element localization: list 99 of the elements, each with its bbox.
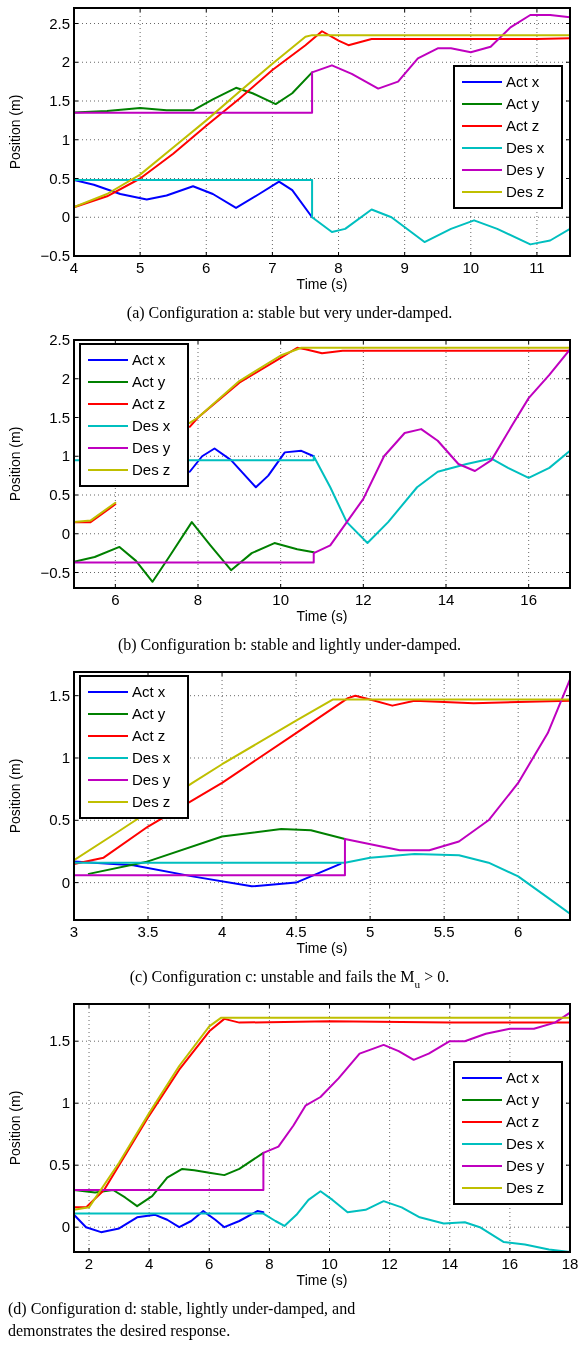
y-tick-label: 0.5 bbox=[49, 1156, 70, 1174]
line-series bbox=[74, 348, 570, 564]
x-tick-label: 5 bbox=[365, 923, 375, 940]
legend-label: Act y bbox=[132, 705, 166, 722]
text: (b) Configuration b: stable and lightly under-damped. bbox=[117, 636, 462, 654]
legend-label: Act y bbox=[506, 1091, 540, 1108]
x-tick-label: 16 bbox=[520, 591, 538, 608]
line-series bbox=[74, 860, 342, 888]
y-tick-label: 1.5 bbox=[49, 92, 70, 109]
y-axis-title: Position (m) bbox=[7, 426, 23, 502]
y-tick-label: 0 bbox=[61, 1218, 70, 1236]
x-tick-label: 12 bbox=[354, 591, 372, 608]
legend-label: Des z bbox=[132, 793, 171, 810]
legend-label: Des z bbox=[506, 183, 545, 200]
line-series bbox=[74, 179, 570, 246]
y-axis-title: Position (m) bbox=[7, 758, 23, 834]
x-tick-label: 14 bbox=[441, 1255, 459, 1272]
x-tick-label: 9 bbox=[400, 259, 409, 276]
x-tick-label: 10 bbox=[462, 259, 480, 276]
legend-label: Des y bbox=[132, 439, 171, 456]
x-tick-label: 6 bbox=[111, 591, 120, 608]
x-tick-label: 3.5 bbox=[137, 923, 159, 940]
x-axis-title: Time (s) bbox=[296, 276, 348, 292]
legend-label: Des y bbox=[132, 771, 171, 788]
x-tick-label: 6 bbox=[514, 923, 523, 940]
line-series bbox=[74, 179, 314, 219]
x-axis-title: Time (s) bbox=[296, 608, 348, 624]
y-tick-label: 1.5 bbox=[49, 1032, 70, 1050]
y-tick-label: 2 bbox=[61, 53, 70, 71]
x-tick-label: 4 bbox=[69, 259, 79, 276]
y-tick-label: 0 bbox=[61, 208, 70, 226]
x-tick-label: 8 bbox=[265, 1255, 274, 1272]
line-series bbox=[87, 828, 346, 875]
line-series bbox=[188, 447, 315, 489]
y-tick-label: 0.5 bbox=[49, 811, 70, 829]
legend-label: Act y bbox=[132, 373, 166, 390]
y-tick-label: 0 bbox=[61, 524, 70, 542]
legend-label: Des z bbox=[506, 1179, 545, 1196]
y-tick-label: 1 bbox=[61, 130, 70, 148]
x-tick-label: 4.5 bbox=[285, 923, 307, 940]
legend-label: Act y bbox=[506, 95, 540, 112]
y-tick-label: 2 bbox=[61, 369, 70, 387]
legend-label: Des x bbox=[506, 139, 545, 156]
x-tick-label: 8 bbox=[334, 259, 343, 276]
x-tick-label: 5.5 bbox=[433, 923, 455, 940]
y-tick-label: 1.5 bbox=[49, 408, 70, 426]
y-tick-label: 0 bbox=[61, 873, 70, 891]
y-tick-label: 2.5 bbox=[49, 14, 70, 32]
legend-label: Des z bbox=[132, 461, 171, 478]
x-tick-label: 16 bbox=[501, 1255, 519, 1272]
line-series bbox=[74, 521, 315, 583]
text: (a) Configuration a: stable but very under-damped. bbox=[126, 304, 453, 322]
x-axis-title: Time (s) bbox=[296, 1272, 348, 1288]
y-tick-label: 0.5 bbox=[49, 486, 70, 503]
legend-label: Act z bbox=[506, 117, 540, 134]
x-tick-label: 10 bbox=[272, 591, 290, 608]
legend-label: Act x bbox=[506, 73, 540, 90]
x-tick-label: 12 bbox=[381, 1255, 398, 1272]
legend-label: Act x bbox=[132, 351, 166, 368]
x-tick-label: 4 bbox=[144, 1255, 154, 1272]
y-tick-label: 2.5 bbox=[49, 331, 70, 348]
y-tick-label: 1 bbox=[61, 1094, 70, 1112]
y-tick-label: −0.5 bbox=[40, 563, 70, 581]
y-tick-label: −0.5 bbox=[40, 247, 70, 264]
legend-label: Act x bbox=[506, 1069, 540, 1086]
line-series bbox=[74, 71, 314, 114]
x-tick-label: 6 bbox=[205, 1255, 214, 1272]
x-tick-label: 14 bbox=[437, 591, 455, 608]
x-tick-label: 2 bbox=[84, 1255, 94, 1272]
x-tick-label: 3 bbox=[69, 923, 79, 940]
y-axis-title: Position (m) bbox=[7, 94, 23, 170]
y-axis-title: Position (m) bbox=[7, 1090, 23, 1166]
legend-label: Des x bbox=[132, 749, 171, 766]
y-tick-label: 1 bbox=[61, 447, 70, 465]
x-tick-label: 11 bbox=[529, 259, 545, 276]
x-tick-label: 4 bbox=[217, 923, 227, 940]
legend-label: Act z bbox=[506, 1113, 540, 1130]
legend-label: Des x bbox=[132, 417, 171, 434]
legend-label: Act x bbox=[132, 683, 166, 700]
x-tick-label: 18 bbox=[561, 1255, 579, 1272]
legend-label: Des y bbox=[506, 1157, 545, 1174]
y-tick-label: 0.5 bbox=[49, 169, 70, 187]
legend-label: Des y bbox=[506, 161, 545, 178]
x-tick-label: 6 bbox=[202, 259, 211, 276]
line-series bbox=[74, 13, 570, 114]
legend-label: Des x bbox=[506, 1135, 545, 1152]
y-tick-label: 1 bbox=[61, 748, 70, 766]
text: (c) Configuration c: unstable and fails the M$_{u}$ > 0. bbox=[129, 968, 450, 990]
x-tick-label: 10 bbox=[321, 1255, 338, 1272]
x-tick-label: 7 bbox=[268, 259, 277, 276]
x-tick-label: 5 bbox=[135, 259, 145, 276]
line-series bbox=[74, 852, 570, 915]
line-series bbox=[74, 1210, 265, 1234]
y-tick-label: 1.5 bbox=[49, 686, 70, 704]
text: (d) Configuration d: stable, lightly under-damped, and demonstrates the desired response. bbox=[8, 1300, 356, 1340]
x-axis-title: Time (s) bbox=[296, 940, 348, 956]
legend-label: Act z bbox=[132, 727, 166, 744]
legend-label: Act z bbox=[132, 395, 166, 412]
x-tick-label: 8 bbox=[193, 591, 203, 608]
